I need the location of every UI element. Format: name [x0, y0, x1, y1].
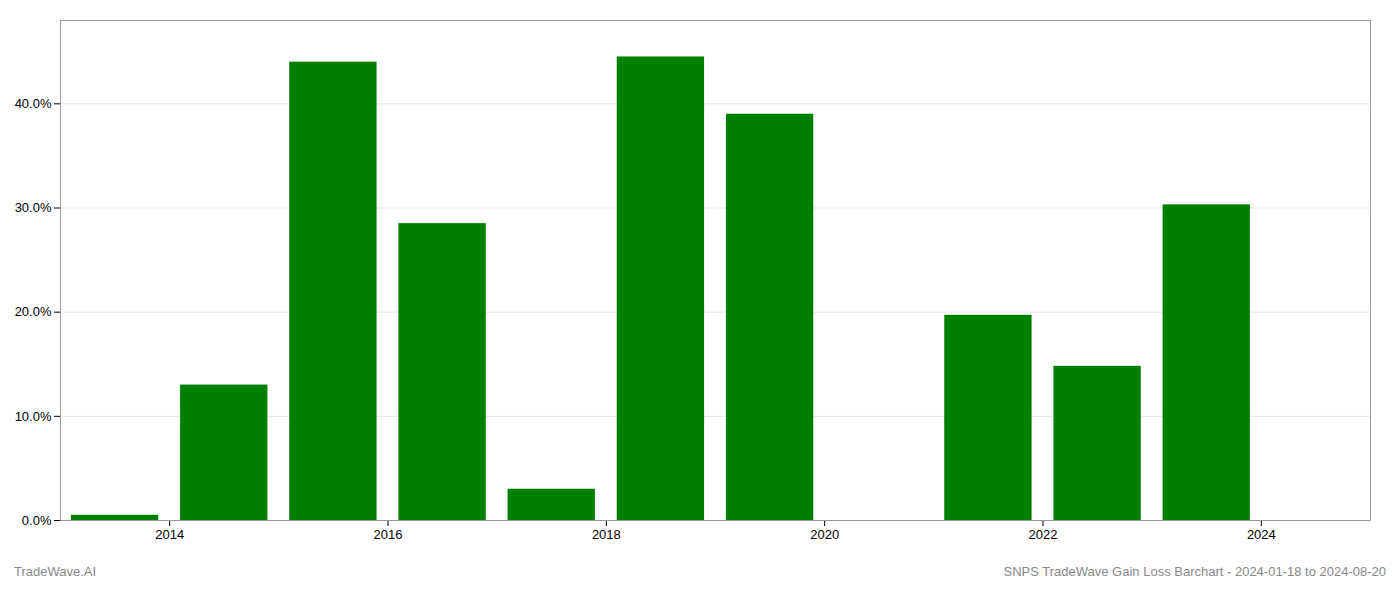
html-text:TradeWave.AI: TradeWave.AI — [14, 564, 97, 579]
svg-text:40.0%: 40.0% — [15, 96, 52, 111]
svg-text:2024: 2024 — [1247, 527, 1276, 542]
svg-text:10.0%: 10.0% — [15, 408, 52, 423]
svg-text:2020: 2020 — [810, 527, 839, 542]
html-text:SNPS TradeWave Gain Loss Barch: SNPS TradeWave Gain Loss Barchart - 2024… — [1003, 564, 1386, 579]
svg-text:2018: 2018 — [592, 527, 621, 542]
svg-text:30.0%: 30.0% — [15, 200, 52, 215]
svg-text:2016: 2016 — [374, 527, 403, 542]
svg-text:2014: 2014 — [155, 527, 184, 542]
svg-text:0.0%: 0.0% — [22, 513, 52, 528]
svg-text:20.0%: 20.0% — [15, 304, 52, 319]
svg-text:2022: 2022 — [1029, 527, 1058, 542]
